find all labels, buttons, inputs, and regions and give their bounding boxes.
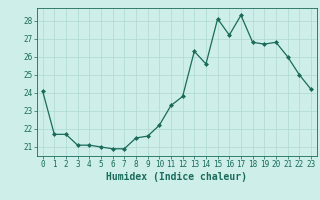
X-axis label: Humidex (Indice chaleur): Humidex (Indice chaleur) <box>106 172 247 182</box>
